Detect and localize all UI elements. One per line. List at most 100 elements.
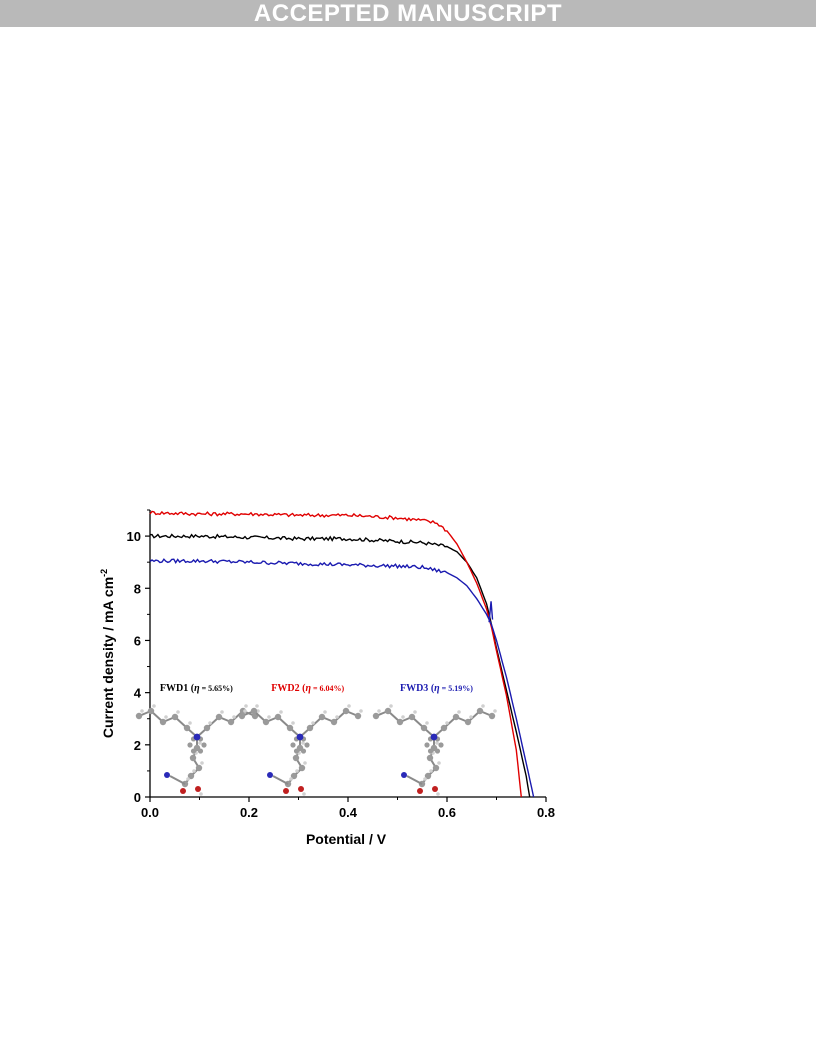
inset-label-fwd2: FWD2 (η = 6.04%)	[271, 683, 344, 694]
hydrogen-atom	[295, 769, 299, 773]
hydrogen-atom	[436, 792, 440, 796]
carbon-atom	[292, 754, 300, 762]
ring-atom	[434, 748, 441, 754]
carbon-atom	[408, 713, 416, 721]
hydrogen-atom	[186, 777, 190, 781]
carbon-atom	[159, 718, 167, 726]
ring-atom	[427, 748, 434, 754]
nitrogen-atom	[430, 733, 438, 741]
series-line-fwd2	[149, 510, 522, 798]
hydrogen-atom	[243, 709, 247, 713]
hydrogen-atom	[457, 710, 461, 714]
hydrogen-atom	[401, 715, 405, 719]
bond	[272, 775, 289, 785]
carbon-atom	[171, 713, 179, 721]
ring-atom	[300, 748, 307, 754]
carbon-atom	[488, 712, 496, 720]
y-axis-title: Current density / mA cm-2	[99, 569, 116, 738]
x-tick-label: 0.4	[339, 805, 358, 820]
hydrogen-atom	[481, 704, 485, 708]
hydrogen-atom	[302, 792, 306, 796]
hydrogen-atom	[152, 704, 156, 708]
hydrogen-atom	[301, 741, 305, 745]
carbon-atom	[452, 713, 460, 721]
carbon-atom	[290, 772, 298, 780]
x-tick-label: 0.8	[537, 805, 555, 820]
hydrogen-atom	[256, 709, 260, 713]
hydrogen-atom	[429, 769, 433, 773]
carbon-atom	[203, 724, 211, 732]
carbon-atom	[464, 718, 472, 726]
molecule-structure-2	[238, 704, 363, 796]
carbon-atom	[426, 754, 434, 762]
oxygen-atom	[180, 788, 186, 794]
x-tick-label: 0.6	[438, 805, 456, 820]
bond	[169, 775, 186, 785]
carbon-atom	[384, 707, 392, 715]
carbon-atom	[215, 713, 223, 721]
hydrogen-atom	[188, 721, 192, 725]
hydrogen-atom	[347, 704, 351, 708]
y-tick-label: 8	[134, 581, 141, 596]
hydrogen-atom	[445, 721, 449, 725]
nitrogen-atom	[296, 733, 304, 741]
hydrogen-atom	[255, 704, 259, 708]
series-glitch-fwd3	[488, 601, 494, 623]
carbon-atom	[318, 713, 326, 721]
chart-ticks: 0.0 0.2 0.4 0.6 0.8 0 2 4 6 8 10	[127, 509, 555, 820]
hydrogen-atom	[176, 710, 180, 714]
oxygen-atom	[283, 788, 289, 794]
hydrogen-atom	[423, 777, 427, 781]
carbon-atom	[189, 754, 197, 762]
oxygen-atom	[432, 786, 438, 792]
hydrogen-atom	[437, 761, 441, 765]
ring-atom	[197, 748, 204, 754]
hydrogen-atom	[140, 709, 144, 713]
hydrogen-atom	[493, 709, 497, 713]
carbon-atom	[147, 707, 155, 715]
oxygen-atom	[195, 786, 201, 792]
cyano-nitrogen-atom	[267, 772, 273, 778]
hydrogen-atom	[469, 715, 473, 719]
carbon-atom	[342, 707, 350, 715]
carbon-atom	[238, 712, 246, 720]
x-tick-label: 0.0	[141, 805, 159, 820]
y-tick-label: 6	[134, 633, 141, 648]
hydrogen-atom	[192, 769, 196, 773]
x-tick-label: 0.2	[240, 805, 258, 820]
ring-atom	[201, 742, 207, 748]
hydrogen-atom	[279, 710, 283, 714]
x-axis-title: Potential / V	[306, 831, 387, 847]
hydrogen-atom	[377, 709, 381, 713]
inset-label-fwd1: FWD1 (η = 5.65%)	[160, 683, 233, 694]
hydrogen-atom	[335, 715, 339, 719]
hydrogen-atom	[413, 710, 417, 714]
carbon-atom	[298, 764, 306, 772]
hydrogen-atom	[200, 761, 204, 765]
inset-label-fwd3: FWD3 (η = 5.19%)	[400, 683, 473, 694]
carbon-atom	[250, 707, 258, 715]
hydrogen-atom	[208, 721, 212, 725]
carbon-atom	[476, 707, 484, 715]
chart-labels: Potential / V Current density / mA cm-2 FW…	[99, 569, 473, 847]
carbon-atom	[262, 718, 270, 726]
hydrogen-atom	[311, 721, 315, 725]
ring-atom	[187, 742, 193, 748]
carbon-atom	[306, 724, 314, 732]
carbon-atom	[432, 764, 440, 772]
carbon-atom	[274, 713, 282, 721]
molecule-structure-1	[135, 704, 260, 796]
y-tick-label: 2	[134, 738, 141, 753]
ring-atom	[304, 742, 310, 748]
nitrogen-atom	[193, 733, 201, 741]
hydrogen-atom	[291, 721, 295, 725]
carbon-atom	[286, 724, 294, 732]
ring-atom	[424, 742, 430, 748]
ring-atom	[438, 742, 444, 748]
molecule-structure-3	[372, 704, 497, 796]
ring-atom	[190, 748, 197, 754]
hydrogen-atom	[289, 777, 293, 781]
ring-atom	[293, 748, 300, 754]
carbon-atom	[227, 718, 235, 726]
carbon-atom	[424, 772, 432, 780]
